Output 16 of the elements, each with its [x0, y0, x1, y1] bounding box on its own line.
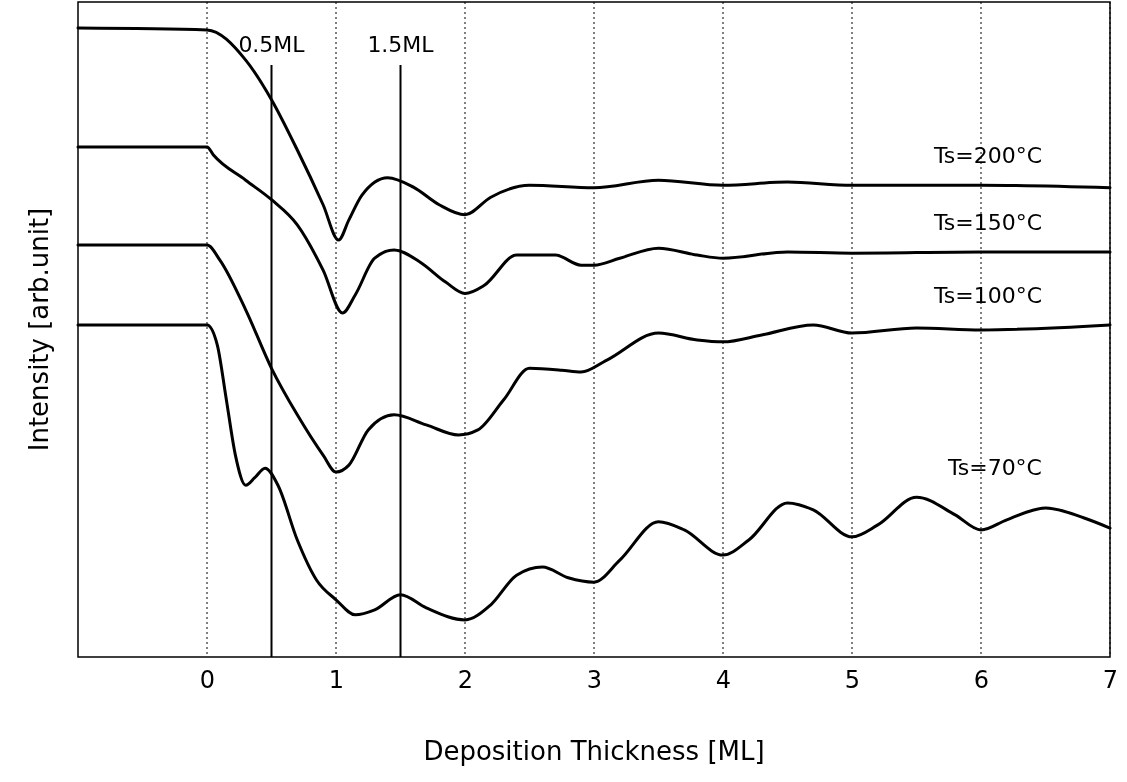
x-axis-title: Deposition Thickness [ML] — [423, 736, 765, 766]
x-tick-label: 5 — [844, 666, 861, 695]
ref-line-label: 0.5ML — [238, 32, 306, 57]
x-tick-label: 0 — [199, 666, 216, 695]
x-tick-label: 1 — [328, 666, 345, 695]
y-axis-title: Intensity [arb.unit] — [24, 207, 54, 452]
ref-line-label: 1.5ML — [367, 32, 435, 57]
x-tick-label: 4 — [715, 666, 732, 695]
series-label: Ts=70°C — [946, 455, 1042, 481]
x-tick-label: 7 — [1102, 666, 1119, 695]
x-tick-label: 6 — [973, 666, 990, 695]
x-tick-label: 2 — [457, 666, 474, 695]
series-label: Ts=100°C — [932, 282, 1042, 308]
series-label: Ts=150°C — [932, 209, 1042, 235]
x-tick-label: 3 — [586, 666, 603, 695]
series-label: Ts=200°C — [932, 143, 1042, 169]
